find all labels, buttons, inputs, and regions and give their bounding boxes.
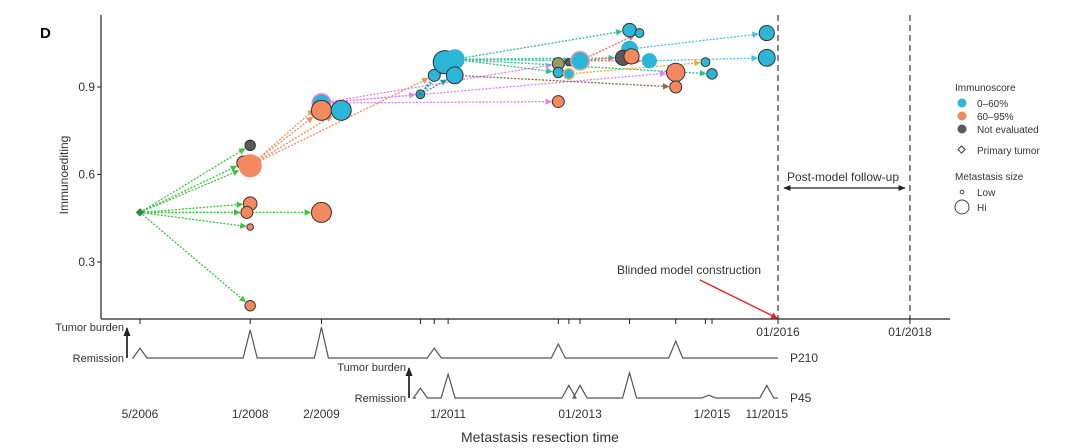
timelines: Tumor burden Remission P210 Tumor burden Rem… [55, 322, 818, 405]
y-axis-label: Immunoediting [57, 136, 71, 215]
edge-arrow [139, 211, 246, 303]
metastasis-point [562, 67, 575, 80]
edge-arrow [321, 98, 552, 105]
legend-size-low-label: Low [977, 188, 996, 199]
x-tick-label: 01/2018 [888, 325, 932, 339]
metastasis-point [666, 62, 686, 83]
axes: 0.3 0.6 0.9 01/2016 01/2018 5/2006 1/2008 2/200… [78, 15, 950, 421]
metastasis-point [622, 22, 637, 38]
x-bottom-tick-label: 01/2013 [558, 407, 602, 421]
timeline-P210: Tumor burden Remission P210 [55, 322, 818, 365]
edge-arrow [139, 165, 238, 214]
vertical-reference-lines [777, 15, 911, 319]
metastasis-point [570, 50, 591, 71]
edge-arrow [454, 29, 623, 60]
metastasis-point [641, 53, 657, 69]
legend-label-0: 0–60% [977, 99, 1008, 110]
primary-marker [416, 90, 424, 98]
legend-immunoscore-title: Immunoscore [955, 83, 1016, 94]
edge-arrow [454, 74, 670, 90]
legend-swatch-0 [957, 98, 967, 108]
edge-arrow [139, 201, 244, 214]
y-tick-label: 0.9 [78, 80, 95, 94]
tumor-burden-label: Tumor burden [337, 362, 406, 374]
followup-annotation: Post-model follow-up [787, 170, 899, 184]
y-tick-label: 0.3 [78, 255, 95, 269]
metastasis-point [758, 24, 775, 42]
edge-arrow [249, 109, 315, 167]
metastasis-point [706, 68, 718, 80]
metastasis-point [623, 48, 640, 65]
metastasis-point [551, 95, 565, 109]
timeline-name: P210 [790, 351, 818, 365]
edge-arrow [249, 115, 333, 167]
metastasis-point [310, 99, 332, 121]
metastasis-point [238, 154, 262, 178]
primary-tumor-point [135, 208, 145, 217]
tumor-burden-label: Tumor burden [55, 322, 124, 334]
timeline-trace [131, 327, 778, 359]
metastasis-point [634, 28, 645, 38]
x-axis-label: Metastasis resection time [461, 429, 619, 445]
edge-arrow [139, 169, 240, 214]
blinded-red-arrow [699, 279, 778, 319]
metastasis-point [330, 99, 352, 121]
panel-label: D [40, 25, 51, 42]
legend-primary-label: Primary tumor [977, 146, 1040, 157]
legend-label-1: 60–95% [977, 112, 1014, 123]
edge-arrow [629, 31, 759, 50]
x-bottom-tick-label: 5/2006 [122, 407, 159, 421]
x-bottom-tick-label: 1/2011 [430, 407, 466, 421]
x-bottom-tick-label: 2/2009 [303, 407, 340, 421]
y-tick-label: 0.6 [78, 168, 95, 182]
x-bottom-tick-label: 1/2008 [232, 407, 269, 421]
x-tick-label: 01/2016 [756, 325, 800, 339]
metastasis-point [310, 201, 332, 223]
remission-label: Remission [355, 393, 406, 405]
edge-arrow [139, 148, 246, 213]
legend-size-hi-label: Hi [977, 203, 986, 214]
edge-arrow [579, 34, 636, 62]
legend-size-low-circle [959, 189, 965, 195]
metastasis-point [244, 300, 256, 312]
legend-label-2: Not evaluated [977, 125, 1039, 136]
edge-arrow [454, 57, 571, 64]
edge-arrow [249, 116, 314, 167]
edge-arrow [249, 77, 429, 167]
edge-arrow [454, 54, 616, 62]
blinded-annotation: Blinded model construction [617, 263, 761, 277]
edge-arrow [321, 62, 553, 104]
edge-arrow [454, 58, 553, 75]
timeline-P45: Tumor burden Remission P45 [337, 362, 811, 405]
legend: Immunoscore 0–60% 60–95% Not evaluated P… [954, 83, 1040, 215]
edge-arrow [321, 70, 667, 104]
metastasis-point [240, 205, 254, 219]
timeline-name: P45 [790, 391, 812, 405]
legend-primary-diamond-icon [957, 145, 966, 154]
x-bottom-tick-label: 11/2015 [746, 407, 789, 421]
timeline-trace [412, 370, 778, 399]
legend-swatch-2 [957, 124, 967, 134]
edge-arrow [139, 211, 247, 229]
annotations: Post-model follow-up Blinded model const… [617, 170, 906, 319]
legend-size-title: Metastasis size [955, 172, 1024, 183]
x-bottom-tick-label: 1/2015 [694, 407, 731, 421]
metastasis-point [757, 48, 776, 67]
metastasis-point [552, 66, 564, 79]
points [135, 22, 776, 312]
metastasis-point [445, 66, 464, 85]
metastasis-point [246, 223, 254, 231]
legend-size-hi-circle [954, 199, 970, 215]
metastasis-point [669, 80, 683, 94]
metastasis-point [244, 139, 256, 152]
legend-swatch-1 [957, 111, 967, 121]
metastasis-point [427, 68, 441, 82]
remission-label: Remission [73, 353, 124, 365]
edge-arrow [420, 79, 448, 95]
metastasis-point [444, 49, 465, 70]
metastasis-point [700, 57, 711, 68]
